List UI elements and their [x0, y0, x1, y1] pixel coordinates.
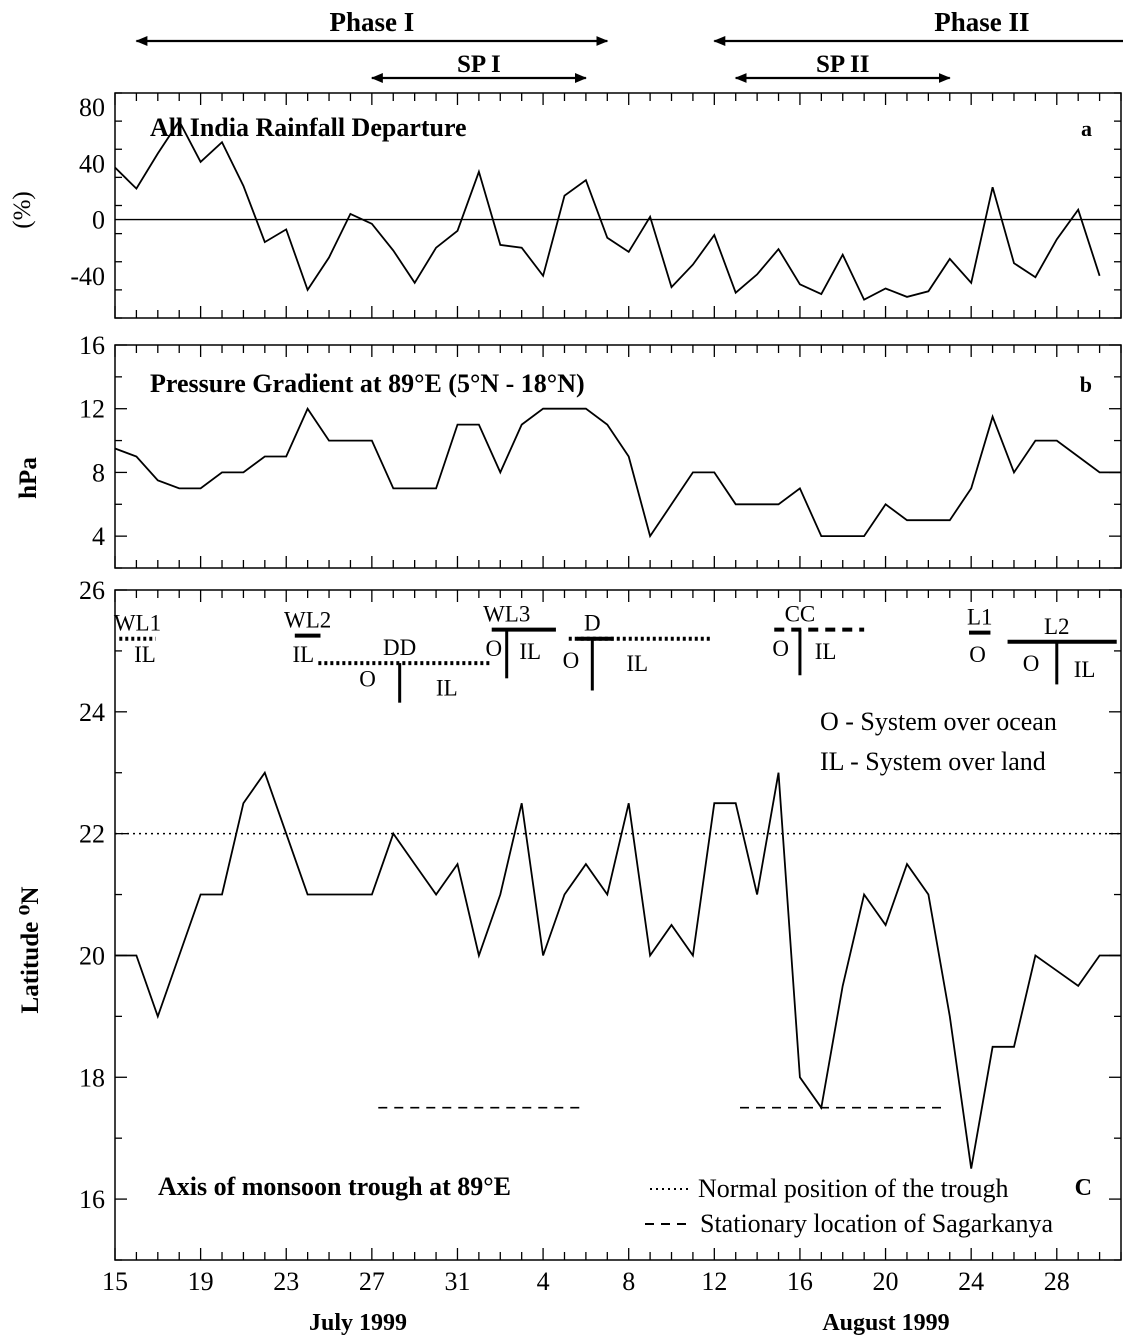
stationary-legend-label: Stationary location of Sagarkanya: [700, 1209, 1054, 1238]
panel-b-letter: b: [1080, 372, 1092, 397]
y-tick-label: 22: [79, 820, 105, 849]
system-l2: L2O IL: [1007, 614, 1117, 685]
y-tick-label: 18: [79, 1063, 105, 1092]
system-wl1: WL1 IL: [114, 611, 161, 667]
y-tick-label: 24: [79, 698, 105, 727]
x-tick-label: 8: [622, 1267, 635, 1296]
system-location-label: O: [563, 648, 580, 673]
x-tick-label: 4: [537, 1267, 550, 1296]
y-tick-label: 20: [79, 941, 105, 970]
y-tick-label: 80: [79, 93, 105, 122]
month-label-august: August 1999: [822, 1310, 949, 1336]
system-location-label: O: [969, 642, 986, 667]
system-name: CC: [785, 602, 816, 627]
system-location-label: IL: [436, 675, 458, 700]
panel-b-title: Pressure Gradient at 89°E (5°N - 18°N): [150, 369, 585, 398]
panel-c-letter: C: [1075, 1175, 1092, 1201]
x-tick-label: 27: [359, 1267, 385, 1296]
system-name: WL1: [114, 611, 161, 636]
system-name: L1: [967, 605, 993, 630]
panel-c-ylabel: Latitude ⁰N: [17, 887, 44, 1014]
y-tick-label: 4: [92, 522, 105, 551]
phase-header: Phase I Phase II SP I SP II: [135, 7, 1123, 83]
y-tick-label: 0: [92, 206, 105, 235]
system-wl3: WL3 O IL: [483, 602, 556, 679]
system-location-label: IL: [626, 651, 648, 676]
x-tick-label: 28: [1044, 1267, 1070, 1296]
system-location-label: O: [1023, 651, 1040, 676]
system-location-label: O: [772, 636, 789, 661]
system-location-label: O: [359, 666, 376, 691]
y-tick-label: 16: [79, 331, 105, 360]
panel-b-plot: 4 8 12 16: [79, 331, 1122, 569]
x-tick-label: 15: [102, 1267, 128, 1296]
phase-1-label: Phase I: [329, 7, 414, 37]
system-location-label: IL: [292, 642, 314, 667]
panel-a-title: All India Rainfall Departure: [150, 113, 467, 142]
y-tick-label: 16: [79, 1185, 105, 1214]
month-label-july: July 1999: [309, 1310, 407, 1336]
system-name: L2: [1044, 614, 1070, 639]
x-tick-label: 20: [873, 1267, 899, 1296]
x-axis: 15 19 23 27 31 4 8 12 16 20 24 28: [102, 1267, 1070, 1296]
y-tick-label: -40: [70, 262, 105, 291]
subphase-2-label: SP II: [816, 51, 870, 78]
system-location-label: IL: [815, 639, 837, 664]
normal-position-legend-label: Normal position of the trough: [698, 1174, 1009, 1203]
panel-c-frame: [114, 589, 1122, 1261]
panel-b-ylabel: hPa: [15, 457, 42, 499]
x-tick-label: 24: [958, 1267, 984, 1296]
system-name: WL3: [483, 602, 530, 627]
system-wl2: WL2 IL: [284, 608, 331, 667]
panel-c-title: Axis of monsoon trough at 89°E: [158, 1172, 511, 1201]
panel-a-ylabel: (%): [9, 191, 36, 228]
x-tick-label: 19: [188, 1267, 214, 1296]
system-name: WL2: [284, 608, 331, 633]
y-tick-label: 8: [92, 458, 105, 487]
land-legend-text: IL - System over land: [820, 747, 1046, 776]
y-tick-label: 26: [79, 576, 105, 605]
system-location-label: O: [486, 636, 503, 661]
series-line-a: [114, 119, 1101, 301]
x-tick-label: 16: [787, 1267, 813, 1296]
y-tick-label: 12: [79, 395, 105, 424]
panel-b-frame: [114, 344, 1122, 569]
panel-b: 4 8 12 16 Pressure Gradient at 89°E (5°N - …: [15, 331, 1122, 569]
system-location-label: IL: [519, 639, 541, 664]
phase-2-label: Phase II: [934, 7, 1029, 37]
system-cc: CC O IL: [772, 602, 865, 676]
system-dd: DD O IL: [318, 635, 490, 703]
subphase-1-label: SP I: [457, 51, 501, 78]
system-location-label: IL: [134, 642, 156, 667]
panel-a-plot: -40 0 40 80: [70, 92, 1122, 319]
system-name: DD: [383, 635, 416, 660]
series-line-b: [114, 406, 1121, 539]
x-tick-label: 23: [273, 1267, 299, 1296]
panel-a-letter: a: [1081, 116, 1092, 141]
system-name: D: [584, 611, 601, 636]
x-tick-label: 12: [701, 1267, 727, 1296]
ocean-legend-text: O - System over ocean: [820, 707, 1057, 736]
system-l1: L1 O: [967, 605, 993, 667]
system-location-label: IL: [1074, 657, 1096, 682]
system-d: DO IL: [563, 611, 711, 691]
series-line-c: [115, 770, 1121, 1169]
y-tick-label: 40: [79, 149, 105, 178]
x-tick-label: 31: [444, 1267, 470, 1296]
